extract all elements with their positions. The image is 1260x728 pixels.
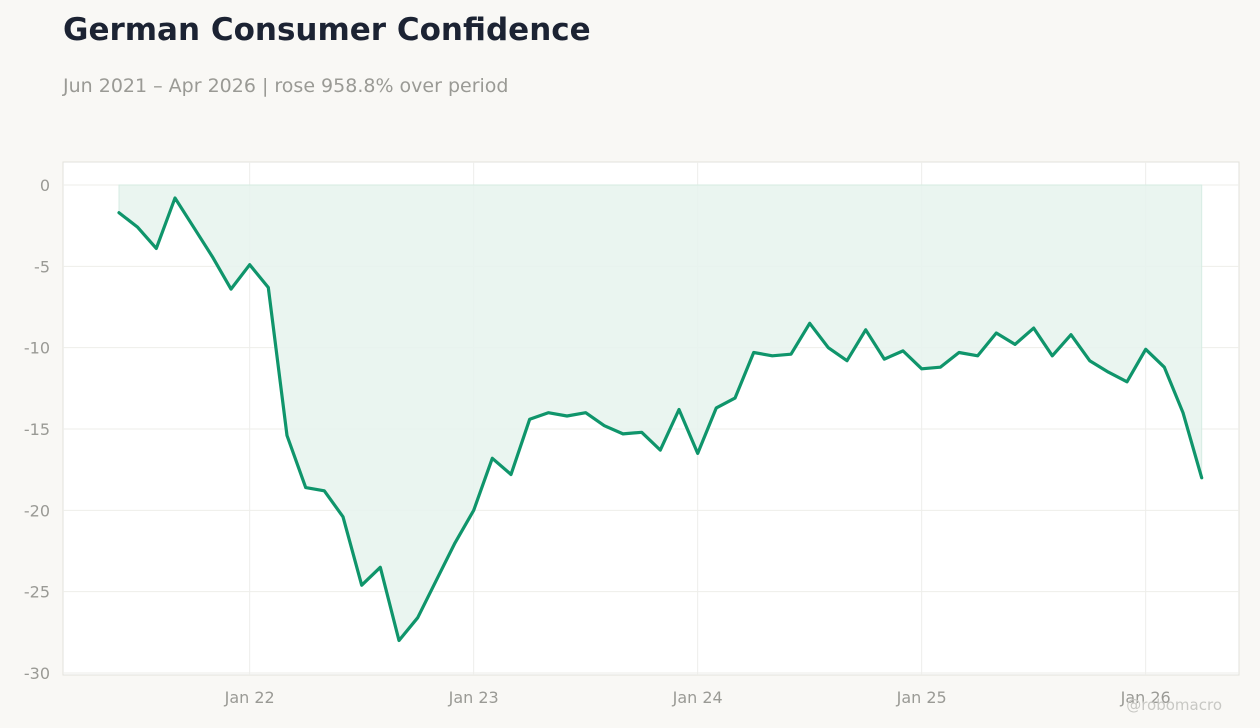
x-tick-label: Jan 25 (896, 688, 947, 707)
y-tick-label: -10 (24, 339, 50, 358)
series-line (117, 196, 1204, 643)
y-tick-label: -30 (24, 664, 50, 683)
chart-title: German Consumer Confidence (63, 12, 591, 48)
x-tick-label: Jan 26 (1120, 688, 1171, 707)
chart-subtitle: Jun 2021 – Apr 2026 | rose 958.8% over p… (63, 75, 509, 97)
watermark: @robomacro (1126, 696, 1222, 714)
y-tick-label: -5 (34, 257, 50, 276)
x-tick-label: Jan 24 (672, 688, 723, 707)
y-tick-label: -15 (24, 420, 50, 439)
x-tick-label: Jan 23 (448, 688, 499, 707)
x-tick-label: Jan 22 (224, 688, 275, 707)
y-tick-label: -20 (24, 501, 50, 520)
y-tick-label: -25 (24, 583, 50, 602)
y-tick-label: 0 (40, 176, 50, 195)
